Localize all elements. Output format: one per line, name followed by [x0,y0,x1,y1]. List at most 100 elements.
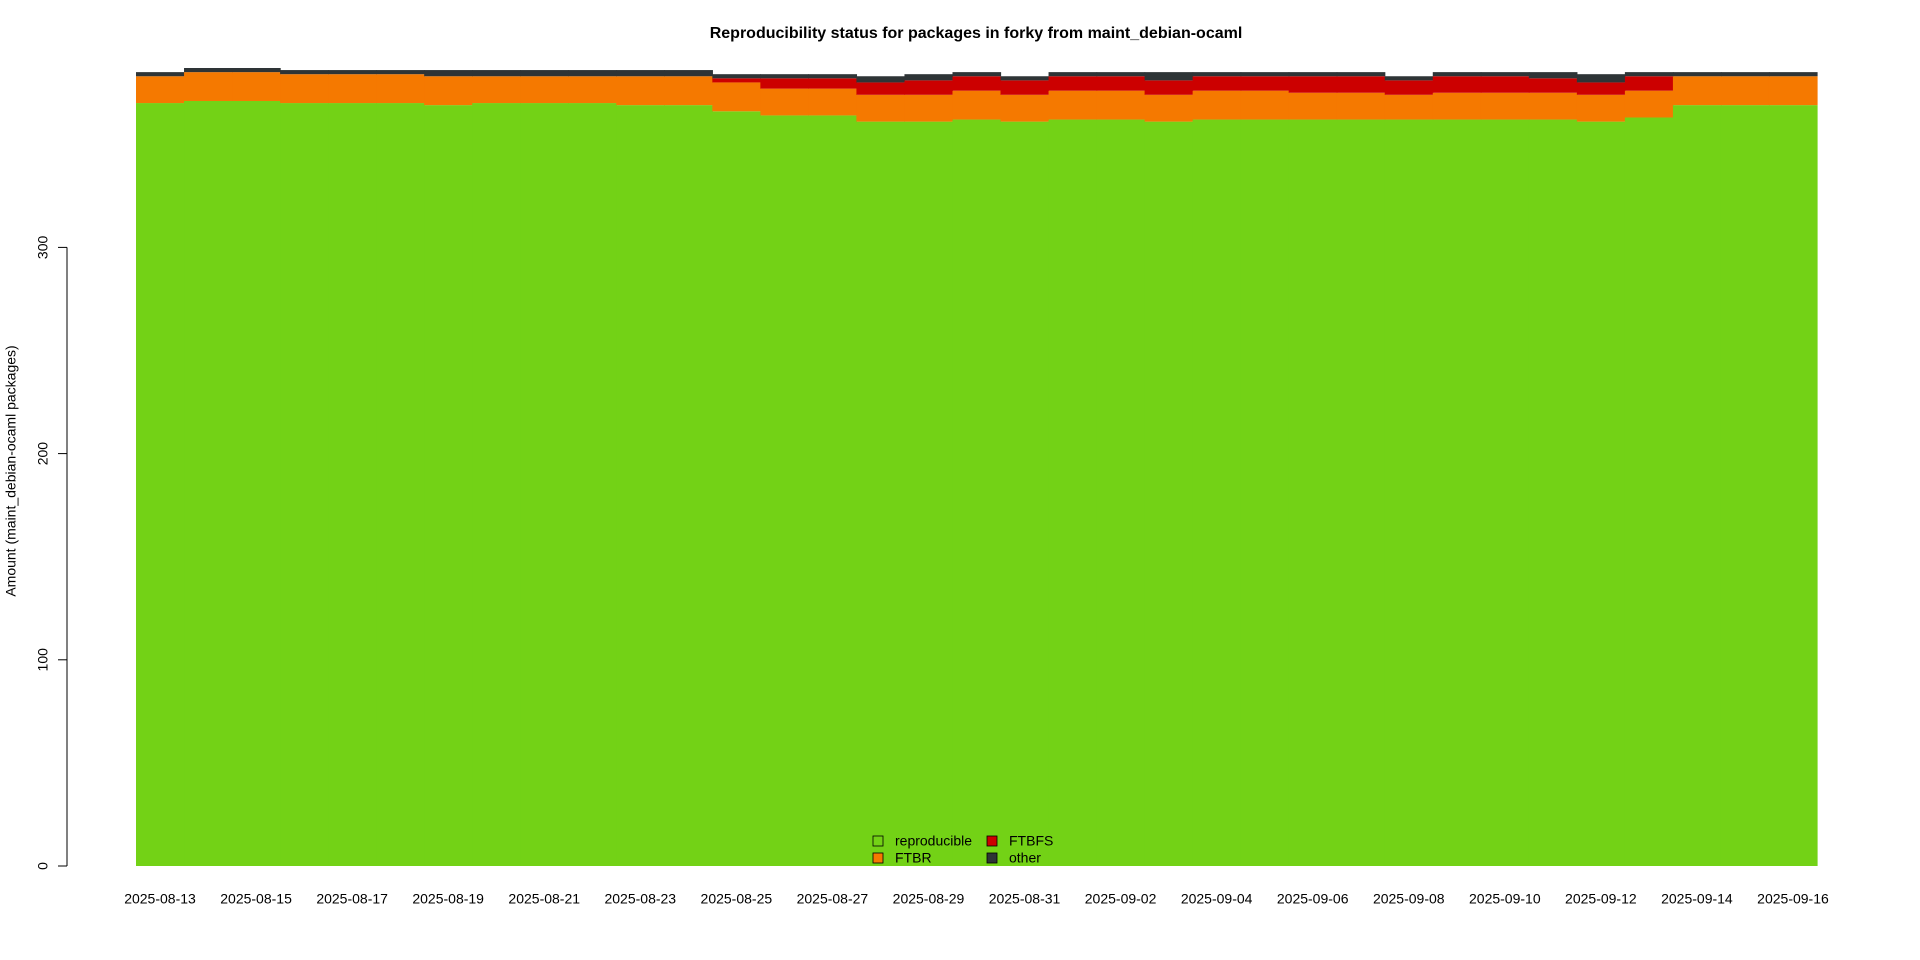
x-tick-label: 2025-09-12 [1565,891,1637,907]
area-segment [1576,82,1626,95]
area-segment [184,68,233,73]
legend-swatch [872,835,884,847]
area-segment [1480,92,1530,120]
area-segment [520,70,569,77]
legend-swatch [872,852,884,864]
area-segment [1048,119,1098,866]
x-tick-label: 2025-08-15 [220,891,292,907]
area-segment [808,74,858,79]
area-segment [1624,117,1674,866]
area-segment [856,121,906,866]
area-segment [760,88,809,116]
area-segment [1192,76,1242,91]
area-segment [1096,90,1146,120]
y-tick-label: 100 [35,648,51,672]
y-tick-label: 300 [35,236,51,260]
area-segment [904,74,954,81]
area-segment [1672,72,1722,77]
area-segment [1240,76,1290,91]
area-segment [664,76,713,106]
area-segment [472,70,521,77]
area-segment [952,72,1002,77]
area-segment [1672,105,1722,867]
area-segment [1240,72,1290,77]
area-segment [232,68,281,73]
area-segment [712,74,761,79]
legend-label: reproducible [895,833,972,849]
area-segment [1000,121,1050,866]
area-segment [712,78,761,83]
area-segment [1576,94,1626,122]
x-tick-label: 2025-08-25 [701,891,773,907]
area-segment [1048,76,1098,91]
area-segment [376,74,425,104]
area-segment [1528,92,1578,120]
area-segment [232,100,281,866]
area-segment [1624,76,1674,91]
area-segment [136,72,185,77]
x-tick-label: 2025-09-16 [1757,891,1829,907]
area-segment [424,70,473,77]
area-segment [760,74,809,79]
area-segment [1432,72,1482,77]
area-segment [472,103,521,866]
area-segment [1768,105,1818,867]
area-segment [1048,90,1098,120]
area-segment [280,103,329,866]
area-segment [1096,119,1146,866]
area-segment [1576,121,1626,866]
y-tick-label: 0 [35,862,51,870]
area-segment [136,76,185,104]
area-segment [1192,72,1242,77]
area-segment [712,111,761,867]
area-segment [616,70,665,77]
legend-label: FTBR [895,850,932,866]
area-segment [1384,76,1434,81]
x-tick-label: 2025-09-04 [1181,891,1253,907]
x-tick-label: 2025-09-02 [1085,891,1157,907]
area-segment [280,70,329,75]
area-segment [1528,119,1578,866]
area-segment [1768,72,1818,77]
area-segment [616,76,665,106]
area-segment [1624,90,1674,118]
area-segment [1336,72,1386,77]
area-segment [1192,90,1242,120]
area-segment [1432,119,1482,866]
area-segment [1720,105,1770,867]
area-segment [808,88,858,116]
area-segment [1576,74,1626,83]
y-axis-label: Amount (maint_debian-ocaml packages) [3,345,19,596]
area-segment [904,94,954,122]
area-segment [1480,72,1530,77]
area-segment [1096,72,1146,77]
y-tick-label: 200 [35,442,51,466]
area-segment [1288,72,1338,77]
area-segment [760,78,809,89]
area-segment [1672,76,1722,106]
area-segment [136,103,185,866]
area-segment [328,103,377,866]
area-segment [952,119,1002,866]
x-tick-label: 2025-08-19 [412,891,484,907]
chart-title: Reproducibility status for packages in f… [710,25,1243,42]
x-tick-label: 2025-08-27 [797,891,869,907]
legend-label: other [1009,850,1041,866]
area-segment [232,72,281,101]
area-segment [1336,119,1386,866]
area-segment [1240,119,1290,866]
area-segment [1240,90,1290,120]
area-segment [952,90,1002,120]
x-tick-label: 2025-09-14 [1661,891,1733,907]
area-segment [328,70,377,75]
x-tick-label: 2025-08-29 [893,891,965,907]
area-segment [904,80,954,95]
area-segment [1096,76,1146,91]
area-segment [1336,92,1386,120]
area-segment [712,82,761,112]
area-segment [1288,76,1338,93]
area-segment [568,103,617,866]
area-segment [808,115,858,867]
area-segment [376,70,425,75]
